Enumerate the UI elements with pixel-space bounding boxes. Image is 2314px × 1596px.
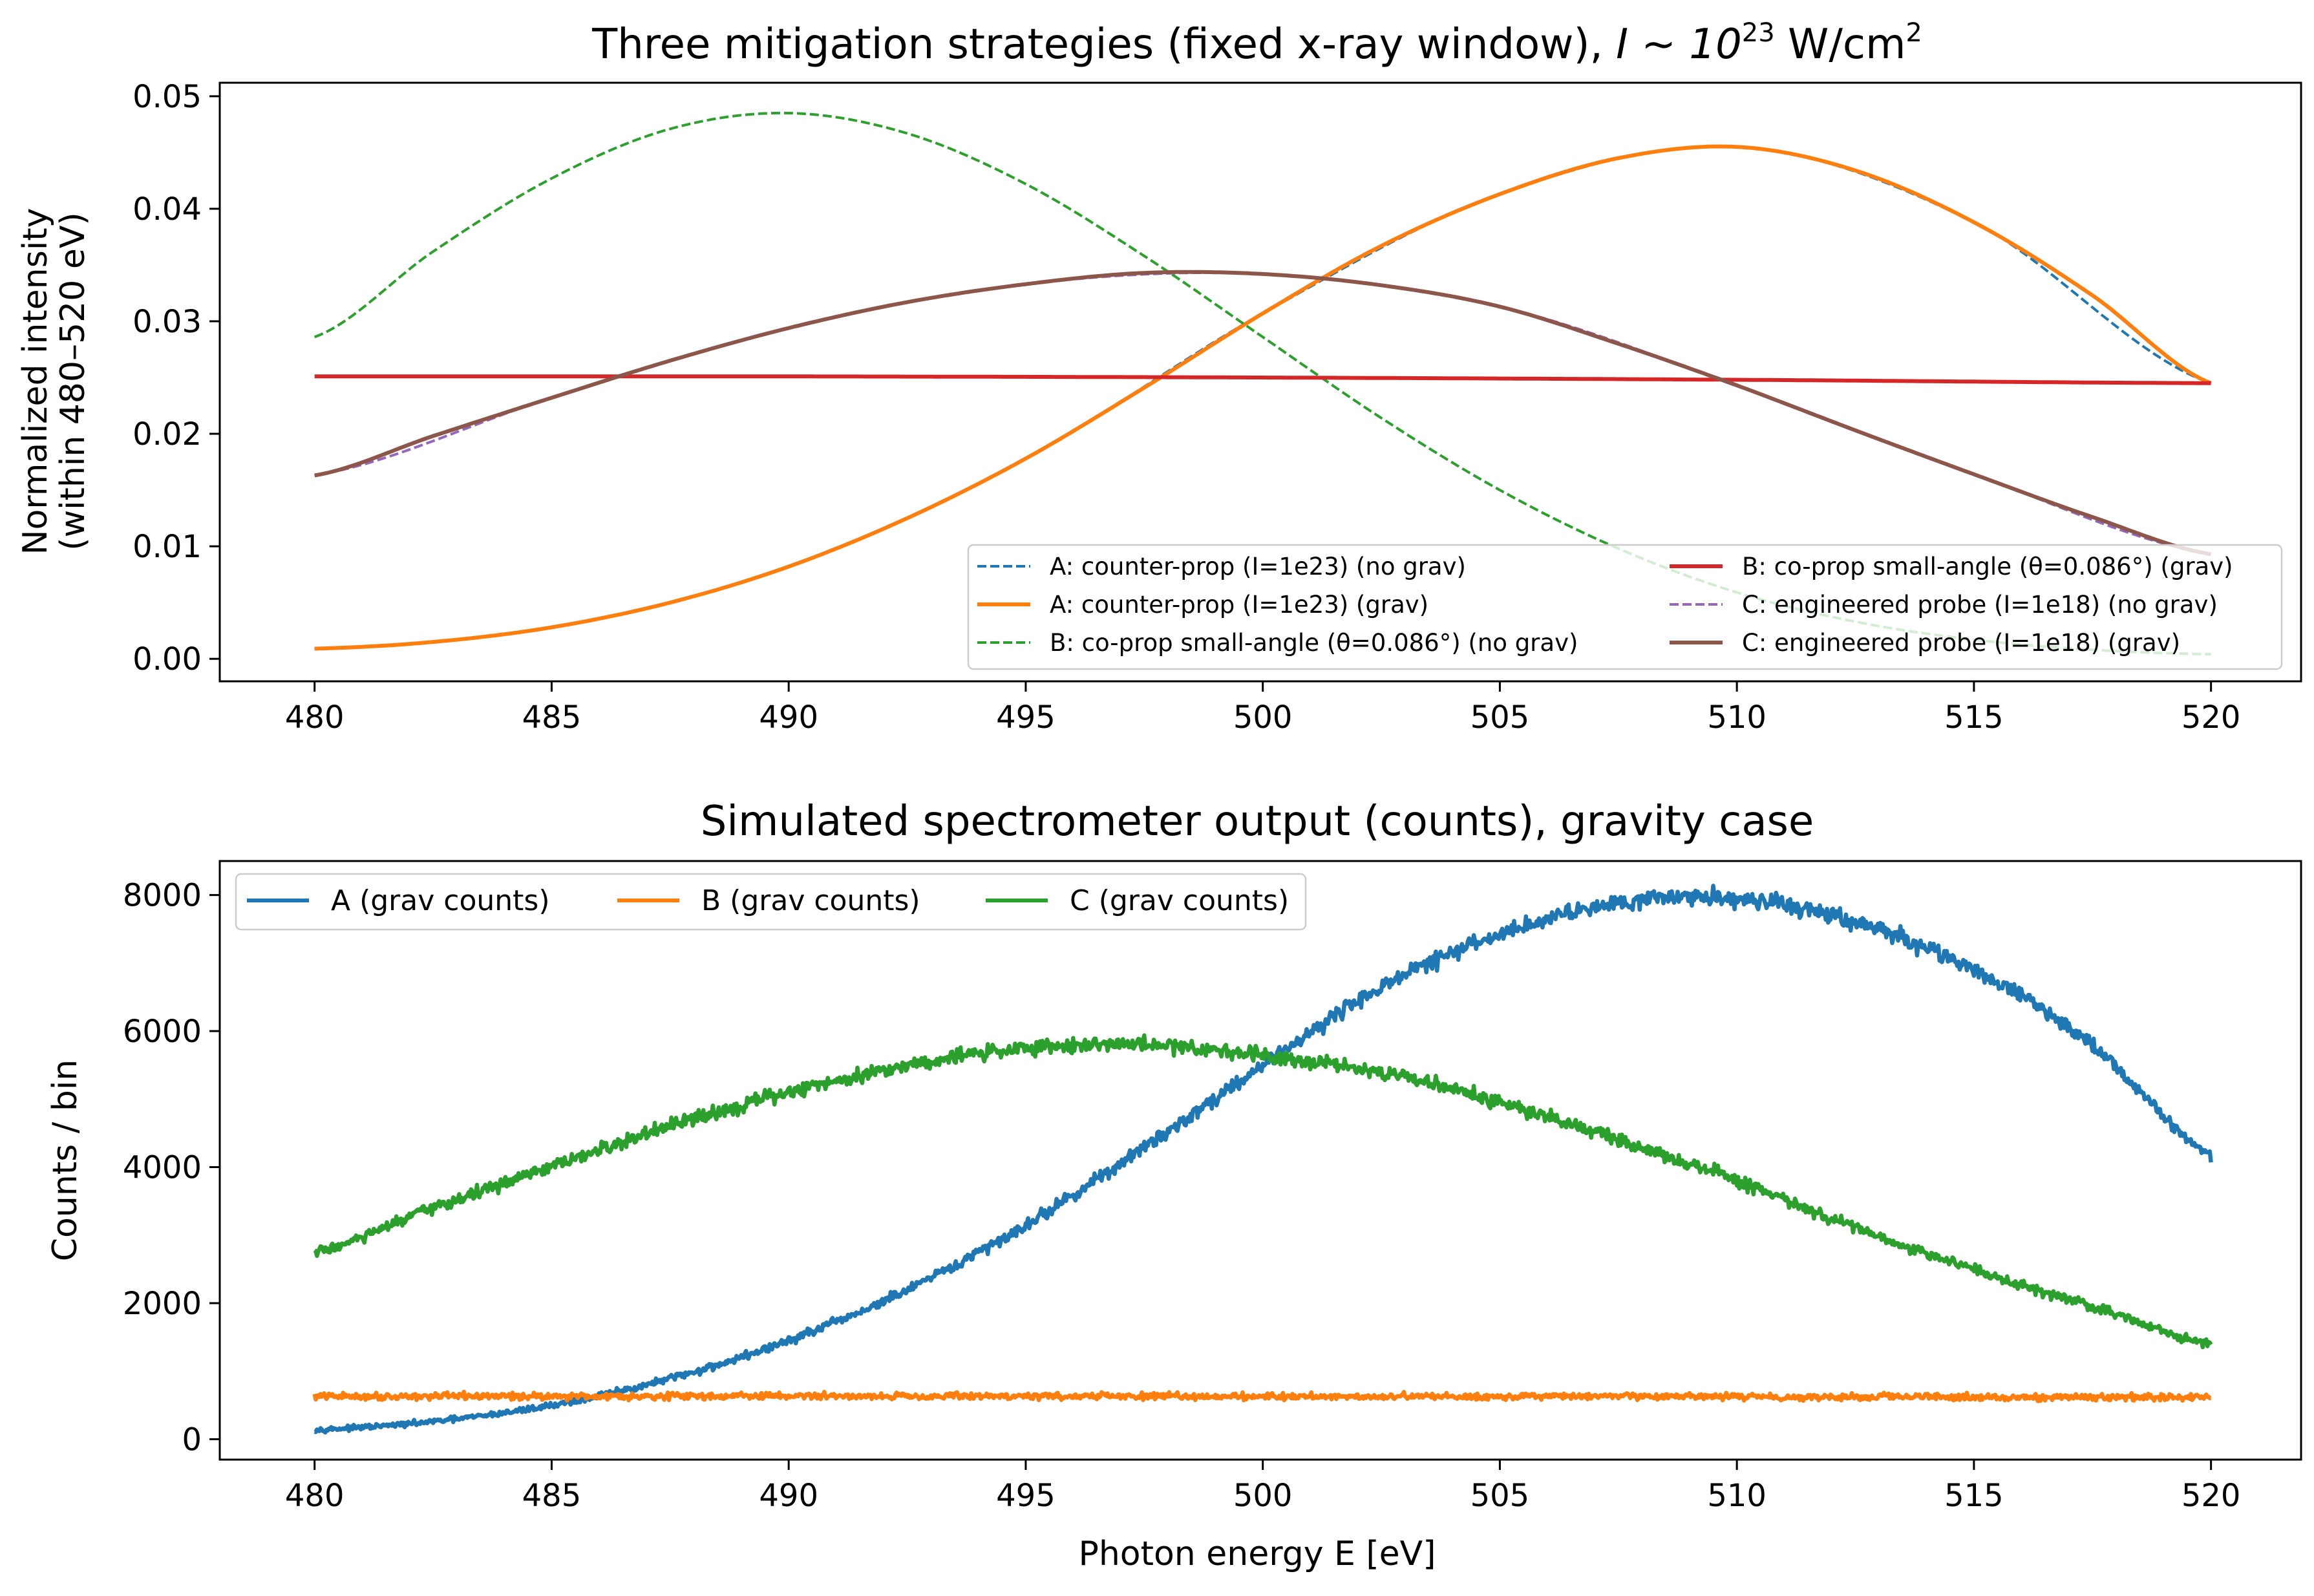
- top-x-tick-label: 515: [1944, 699, 2004, 736]
- bottom-chart-legend: A (grav counts) B (grav counts) C (grav co…: [235, 873, 1307, 931]
- bottom-legend-box: [235, 873, 1307, 931]
- top-y-tick-label: 0.00: [133, 641, 202, 677]
- bottom-x-tick-label: 490: [759, 1478, 818, 1514]
- top-legend-label: C: engineered probe (I=1e18) (no grav): [1742, 591, 2218, 619]
- top-y-tick-label: 0.04: [133, 191, 202, 228]
- top-y-tick-label: 0.05: [133, 79, 202, 115]
- top-x-axis: 480 485 490 495 500 505 510 515 520: [285, 681, 2241, 736]
- top-series-line-4: [314, 374, 2211, 385]
- top-x-tick-label: 490: [759, 699, 818, 736]
- top-x-tick-label: 485: [522, 699, 582, 736]
- top-legend-box: [967, 544, 2283, 670]
- top-legend-label: B: co-prop small-angle (θ=0.086°) (no gr…: [1050, 629, 1578, 657]
- top-chart-panel: Three mitigation strategies (fixed x-ray…: [16, 18, 2302, 736]
- top-x-tick-label: 510: [1707, 699, 1767, 736]
- top-chart-title: Three mitigation strategies (fixed x-ray…: [591, 18, 1922, 69]
- top-legend-label: B: co-prop small-angle (θ=0.086°) (grav): [1742, 553, 2233, 580]
- bottom-x-tick-label: 495: [996, 1478, 1056, 1514]
- top-legend-label: A: counter-prop (I=1e23) (no grav): [1050, 553, 1466, 580]
- top-y-tick-label: 0.01: [133, 529, 202, 565]
- top-y-tick-label: 0.02: [133, 416, 202, 452]
- bottom-x-tick-label: 485: [522, 1478, 582, 1514]
- top-series-line-6: [314, 270, 2212, 557]
- bottom-series-line-1: [313, 884, 2213, 1435]
- top-chart-legend: A: counter-prop (I=1e23) (no grav) A: cou…: [967, 544, 2283, 670]
- bottom-y-tick-label: 8000: [123, 878, 202, 914]
- top-y-axis-label: Normalized intensity: [16, 208, 55, 555]
- top-plot-frame: [218, 81, 2302, 683]
- bottom-y-axis: 0 2000 4000 6000 8000: [123, 878, 220, 1458]
- top-y-tick-label: 0.03: [133, 304, 202, 340]
- bottom-x-axis-label: Photon energy E [eV]: [1078, 1535, 1436, 1573]
- bottom-legend-label: B (grav counts): [701, 884, 920, 917]
- top-x-tick-label: 495: [996, 699, 1056, 736]
- bottom-x-tick-label: 520: [2181, 1478, 2241, 1514]
- bottom-legend-label: A (grav counts): [331, 884, 550, 917]
- bottom-legend-label: C (grav counts): [1070, 884, 1289, 917]
- bottom-y-tick-label: 4000: [123, 1150, 202, 1186]
- top-legend-label: C: engineered probe (I=1e18) (grav): [1742, 629, 2180, 657]
- top-x-tick-label: 480: [285, 699, 345, 736]
- bottom-x-tick-label: 505: [1470, 1478, 1530, 1514]
- top-x-tick-label: 505: [1470, 699, 1530, 736]
- bottom-chart-title: Simulated spectrometer output (counts), …: [701, 798, 1814, 846]
- top-series-line-2: [314, 144, 2212, 651]
- bottom-y-tick-label: 6000: [123, 1014, 202, 1050]
- bottom-y-tick-label: 2000: [123, 1286, 202, 1322]
- bottom-x-axis: 480 485 490 495 500 505 510 515 520: [285, 1460, 2241, 1514]
- top-x-tick-label: 520: [2181, 699, 2241, 736]
- bottom-plot-frame: [218, 860, 2302, 1461]
- bottom-x-tick-label: 510: [1707, 1478, 1767, 1514]
- bottom-chart-panel: Simulated spectrometer output (counts), …: [46, 798, 2302, 1573]
- bottom-series-line-2: [312, 1389, 2213, 1403]
- bottom-x-tick-label: 480: [285, 1478, 345, 1514]
- bottom-y-tick-label: 0: [182, 1421, 202, 1458]
- bottom-x-tick-label: 500: [1233, 1478, 1293, 1514]
- top-x-tick-label: 500: [1233, 699, 1293, 736]
- bottom-series-line-3: [313, 1033, 2213, 1350]
- top-legend-label: A: counter-prop (I=1e23) (grav): [1050, 591, 1428, 619]
- bottom-y-axis-label: Counts / bin: [46, 1059, 85, 1262]
- top-y-axis: 0.00 0.01 0.02 0.03 0.04 0.05: [133, 79, 220, 677]
- top-series-line-3: [313, 111, 2211, 656]
- bottom-x-tick-label: 515: [1944, 1478, 2004, 1514]
- top-y-axis-label-line2: (within 480–520 eV): [54, 212, 92, 550]
